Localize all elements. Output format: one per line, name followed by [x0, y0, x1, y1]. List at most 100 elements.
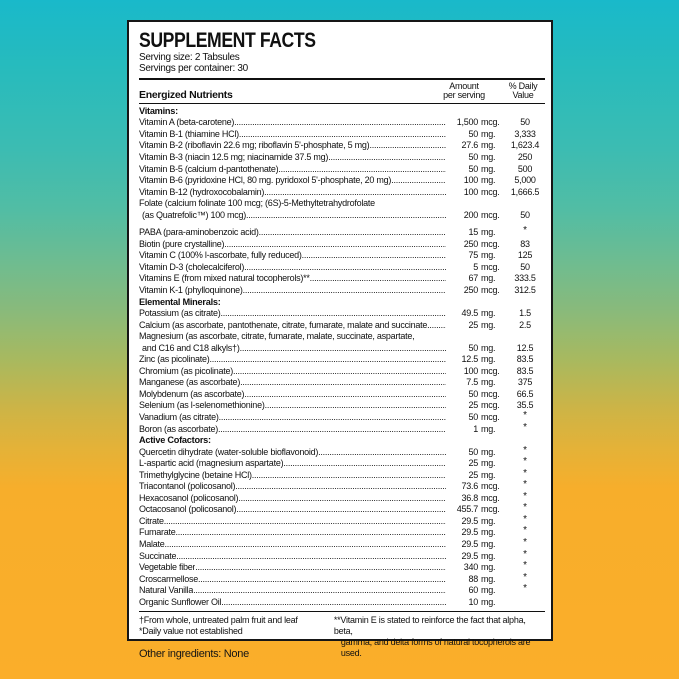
daily-value: 125: [517, 250, 533, 261]
nutrient-name: Triacontanol (policosanol): [139, 481, 236, 492]
leader-dots: [264, 187, 446, 199]
nutrient-row-continuation: Folate (calcium folinate 100 mcg; (6S)-5…: [139, 198, 375, 209]
nutrient-row: Vitamin B-6 (pyridoxine HCl, 80 mg. pyri…: [139, 175, 545, 187]
daily-value: 50: [520, 261, 530, 272]
amount-value: 25: [468, 319, 478, 330]
daily-value: 35.5: [516, 400, 534, 411]
leader-dots: [252, 470, 446, 482]
daily-value: *: [523, 560, 527, 572]
nutrient-name: Organic Sunflower Oil: [139, 596, 222, 607]
section-heading: Active Cofactors:: [139, 435, 211, 446]
leader-dots: [210, 354, 446, 366]
nutrient-row: Quercetin dihydrate (water-soluble biofl…: [139, 444, 545, 459]
amount-value: 50: [468, 412, 478, 422]
amount-unit: mg.: [481, 550, 496, 561]
column-header-daily-value: % Daily Value: [501, 81, 545, 101]
nutrient-name: Chromium (as picolinate): [139, 365, 234, 376]
amount-unit: mcg.: [481, 412, 500, 422]
daily-value: *: [523, 571, 527, 583]
leader-dots: [427, 320, 446, 332]
amount-unit: mg.: [481, 354, 496, 365]
leader-dots: [240, 343, 446, 355]
nutrient-name: Vitamin C (100% l-ascorbate, fully reduc…: [139, 250, 302, 261]
nutrient-row: Vitamin B-5 (calcium d-pantothenate) 50mg…: [139, 164, 545, 176]
amount-value: 340: [463, 562, 479, 573]
footnote-vitamin-e-line2: gamma, and delta forms of natural tocoph…: [340, 636, 531, 658]
nutrient-name: Boron (as ascorbate): [139, 423, 219, 434]
footnotes: †From whole, untreated palm fruit and le…: [139, 611, 545, 658]
leader-dots: [219, 412, 446, 424]
amount-unit: mg.: [481, 342, 496, 353]
nutrient-name: Croscarmellose: [139, 573, 199, 584]
daily-value: *: [523, 444, 527, 456]
amount-unit: mcg.: [481, 284, 500, 295]
footnote-daily-value: *Daily value not established: [139, 626, 243, 637]
nutrient-row: Vitamin B-2 (riboflavin 22.6 mg; ribofla…: [139, 140, 545, 152]
daily-value: *: [523, 456, 527, 468]
amount-unit: mg.: [481, 573, 496, 584]
daily-value: *: [523, 410, 527, 421]
amount-unit: mcg.: [481, 388, 500, 399]
column-header-amount: Amount per serving: [435, 81, 493, 101]
daily-value: 312.5: [514, 284, 536, 295]
daily-value: 500: [517, 163, 533, 174]
nutrient-name: Vitamin B-1 (thiamine HCl): [139, 128, 239, 139]
amount-value: 100: [463, 175, 479, 186]
nutrient-name: Citrate: [139, 515, 164, 526]
leader-dots: [193, 585, 446, 597]
nutrient-name: Vitamin D-3 (cholecalciferol): [139, 261, 245, 272]
nutrient-name: Potassium (as citrate): [139, 308, 221, 319]
amount-unit: mg.: [481, 469, 496, 480]
amount-unit: mcg.: [481, 504, 500, 515]
amount-unit: mcg.: [481, 261, 500, 272]
daily-value: *: [523, 525, 527, 537]
leader-dots: [238, 493, 446, 505]
daily-value: 50: [520, 209, 530, 220]
leader-dots: [221, 308, 446, 320]
divider-thin: [139, 102, 545, 104]
amount-value: 50: [468, 388, 478, 399]
daily-value: 3,333: [514, 128, 536, 139]
nutrient-name: PABA (para-aminobenzoic acid): [139, 227, 259, 238]
leader-dots: [195, 562, 446, 574]
amount-value: 50: [468, 446, 478, 457]
nutrient-row: Fumarate 29.5mg. *: [139, 525, 545, 539]
amount-value: 50: [468, 342, 478, 353]
amount-value: 73.6: [461, 481, 478, 492]
daily-value: *: [523, 548, 527, 560]
amount-value: 50: [468, 163, 478, 174]
daily-value: *: [523, 537, 527, 549]
nutrient-name: and C16 and C18 alkyls†): [142, 342, 240, 353]
leader-dots: [310, 273, 446, 285]
amount-value: 455.7: [456, 504, 479, 515]
amount-unit: mcg.: [481, 492, 500, 503]
amount-value: 25: [468, 400, 478, 411]
leader-dots: [218, 424, 446, 436]
amount-unit: mcg.: [481, 365, 500, 376]
footnote-vitamin-e-line1: **Vitamin E is stated to reinforce the f…: [333, 615, 526, 637]
amount-unit: mg.: [481, 227, 496, 238]
nutrient-name: Biotin (pure crystalline): [139, 238, 225, 249]
amount-unit: mg.: [481, 423, 496, 434]
amount-unit: mcg.: [481, 481, 500, 492]
column-header-amount-line2: per serving: [443, 90, 485, 101]
nutrient-name: Malate: [139, 539, 165, 550]
nutrient-row: Malate 29.5mg. *: [139, 537, 545, 551]
amount-unit: mg.: [481, 562, 496, 573]
leader-dots: [176, 527, 446, 539]
column-header-nutrients: Energized Nutrients: [139, 88, 233, 101]
leader-dots: [234, 117, 446, 129]
nutrient-row: Manganese (as ascorbate) 7.5mg. 375: [139, 377, 545, 389]
footnote-right: **Vitamin E is stated to reinforce the f…: [334, 615, 545, 658]
daily-value: *: [523, 479, 527, 491]
amount-value: 25: [468, 469, 478, 480]
amount-value: 29.5: [461, 539, 478, 550]
